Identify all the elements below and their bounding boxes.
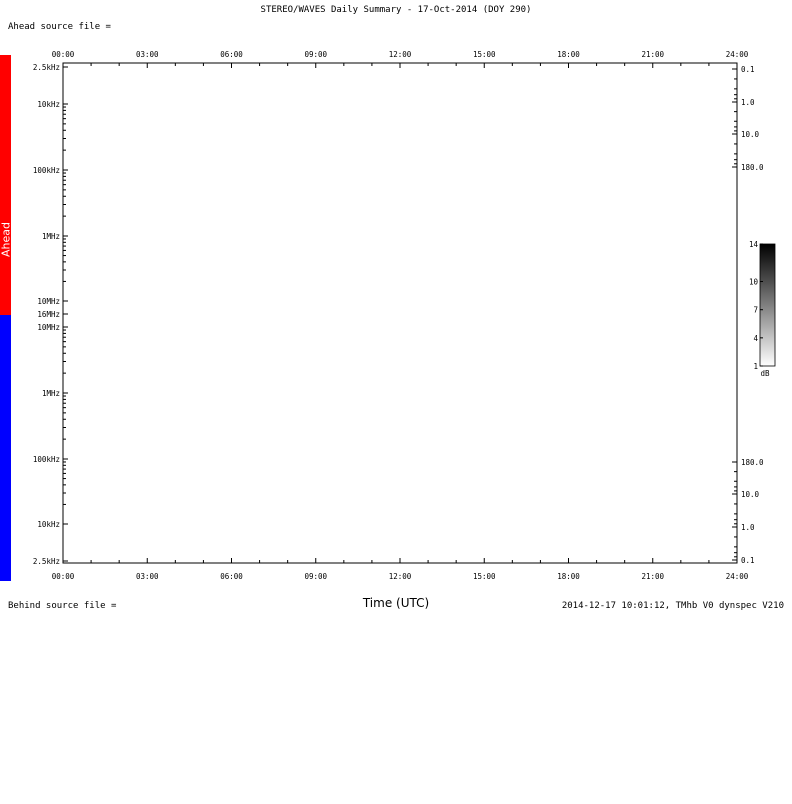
behind-panel-band: Behind: [0, 315, 13, 793]
y-tick-label-right: 1.0: [741, 98, 755, 107]
y-tick-label-left: 1MHz: [42, 232, 60, 241]
x-tick-label-top: 00:00: [52, 50, 75, 59]
y-tick-label-left: 10MHz: [37, 323, 60, 332]
x-tick-label-bottom: 12:00: [389, 572, 412, 581]
y-tick-label-left: 10kHz: [37, 520, 60, 529]
y-tick-label-right: 0.1: [741, 556, 755, 565]
x-axis-label: Time (UTC): [362, 596, 430, 610]
y-tick-label-left: 10kHz: [37, 100, 60, 109]
behind-band-label: Behind: [0, 754, 13, 793]
y-tick-label-right: 10.0: [741, 130, 760, 139]
colorbar-tick-label: 4: [753, 334, 758, 343]
colorbar-tick-label: 1: [753, 362, 758, 371]
colorbar: [759, 243, 776, 367]
x-tick-label-top: 18:00: [557, 50, 580, 59]
x-tick-label-bottom: 15:00: [473, 572, 496, 581]
x-tick-label-top: 21:00: [641, 50, 664, 59]
y-tick-label-left: 100kHz: [33, 166, 60, 175]
y-tick-label-right: 1.0: [741, 523, 755, 532]
x-tick-label-bottom: 03:00: [136, 572, 159, 581]
y-tick-label-left: 10MHz: [37, 297, 60, 306]
x-tick-label-top: 03:00: [136, 50, 159, 59]
x-tick-label-top: 12:00: [389, 50, 412, 59]
x-tick-label-top: 15:00: [473, 50, 496, 59]
x-tick-label-bottom: 00:00: [52, 572, 75, 581]
x-tick-label-top: 09:00: [304, 50, 327, 59]
y-tick-label-left: 100kHz: [33, 455, 60, 464]
page-title: STEREO/WAVES Daily Summary - 17-Oct-2014…: [260, 5, 532, 15]
y-tick-label-right: 0.1: [741, 65, 755, 74]
ahead-source-file-label: Ahead source file =: [8, 22, 111, 32]
y-tick-label-right: 10.0: [741, 490, 760, 499]
y-tick-label-left: 1MHz: [42, 389, 60, 398]
colorbar-tick-label: 10: [749, 278, 759, 287]
x-tick-label-bottom: 06:00: [220, 572, 243, 581]
y-tick-label-right: 180.0: [741, 163, 764, 172]
colorbar-tick-label: 14: [749, 240, 759, 249]
y-tick-label-left: 2.5kHz: [33, 63, 60, 72]
x-tick-label-bottom: 18:00: [557, 572, 580, 581]
x-tick-label-bottom: 09:00: [304, 572, 327, 581]
generation-credit: 2014-12-17 10:01:12, TMhb V0 dynspec V21…: [561, 601, 784, 611]
y-tick-label-left: 16MHz: [37, 310, 60, 319]
behind-source-file-label: Behind source file =: [8, 601, 117, 611]
plot-axes: 00:00 00:00 03:00 03:00 06:00 06:00 09:00 09:00…: [33, 50, 776, 581]
x-tick-label-top: 24:00: [726, 50, 749, 59]
colorbar-unit-label: dB: [760, 369, 770, 378]
x-tick-label-bottom: 24:00: [726, 572, 749, 581]
y-tick-label-right: 180.0: [741, 458, 764, 467]
x-tick-label-bottom: 21:00: [641, 572, 664, 581]
x-tick-label-top: 06:00: [220, 50, 243, 59]
colorbar-tick-label: 7: [753, 306, 758, 315]
y-tick-label-left: 2.5kHz: [33, 557, 60, 566]
spectrum-plot: 00:00 00:00 03:00 03:00 06:00 06:00 09:00 09:00…: [33, 50, 776, 581]
plot-frame: [62, 62, 738, 564]
dynamic-spectrum-summary: STEREO/WAVES Daily Summary - 17-Oct-2014…: [0, 5, 784, 793]
ahead-panel-band: Ahead: [0, 55, 13, 315]
